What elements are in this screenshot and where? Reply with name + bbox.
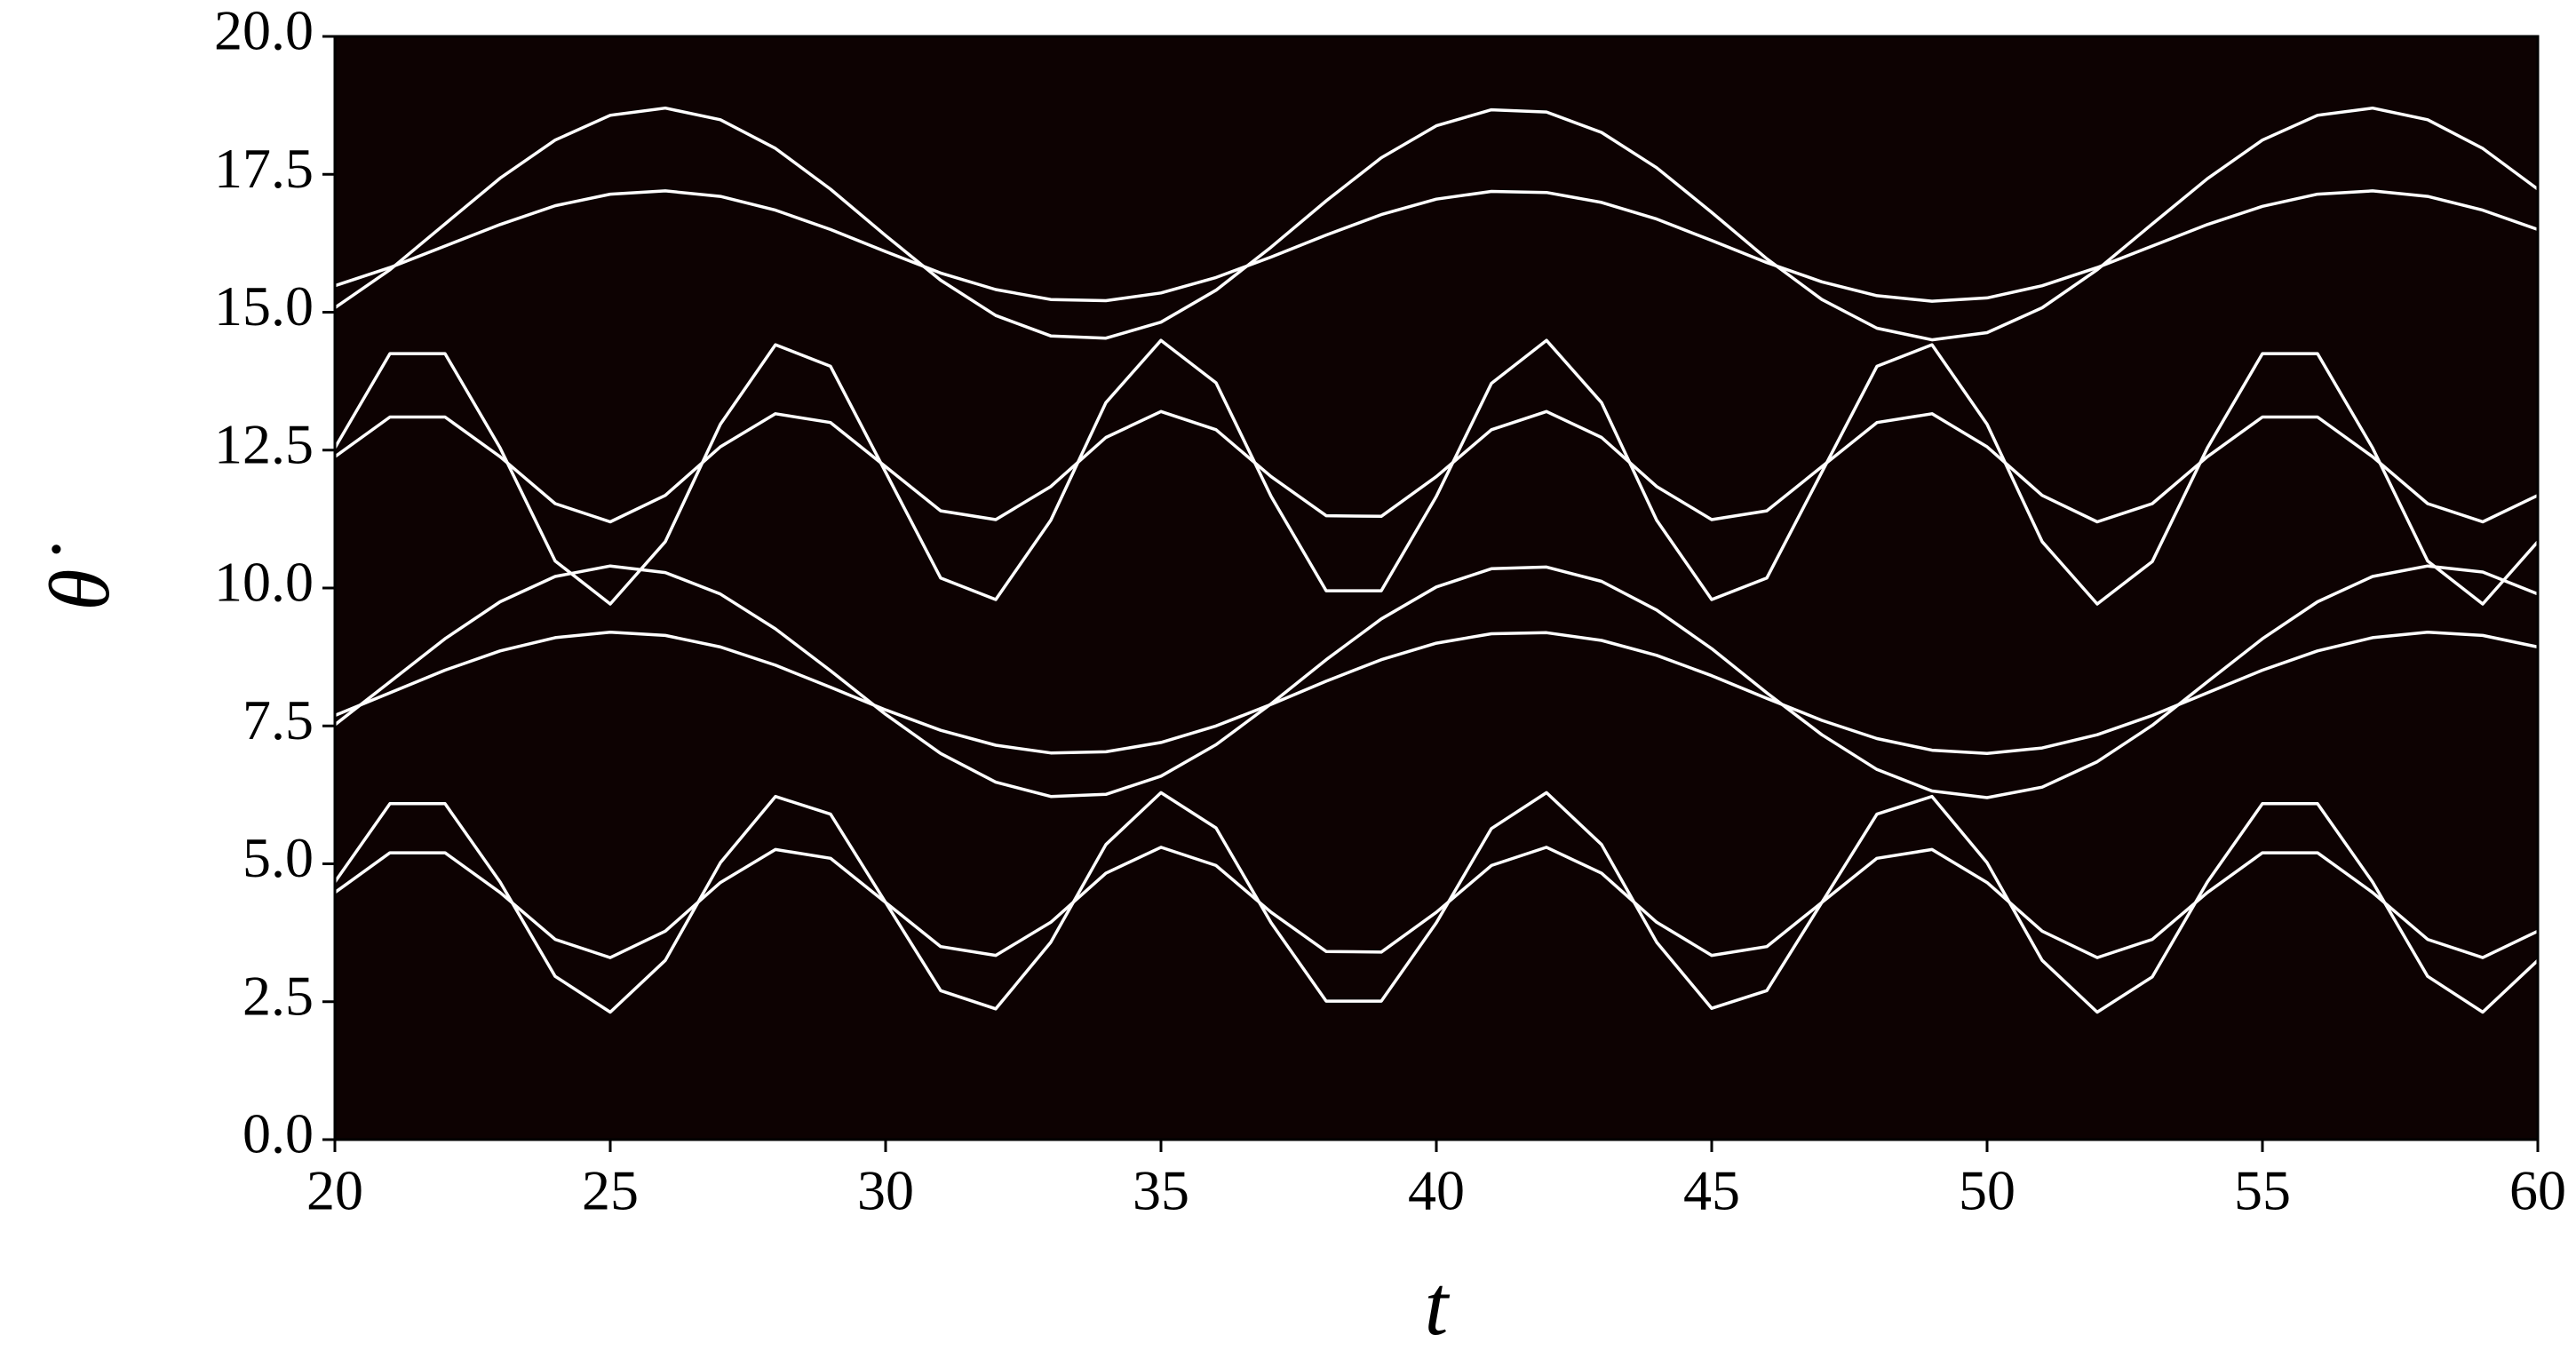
y-tick-label: 2.5 [242, 964, 314, 1027]
x-tick-label: 30 [857, 1159, 914, 1222]
y-tick-label: 0.0 [242, 1102, 314, 1165]
x-tick-label: 55 [2234, 1159, 2291, 1222]
x-tick-label: 50 [1959, 1159, 2015, 1222]
y-tick-label: 17.5 [214, 137, 314, 200]
series-line [334, 630, 2539, 756]
y-tick-label: 20.0 [214, 0, 314, 62]
y-tick-label: 5.0 [242, 826, 314, 889]
x-axis-label: t [1425, 1258, 1451, 1353]
lines [333, 106, 2540, 1014]
y-tick-label: 7.5 [242, 688, 314, 751]
series-line [333, 846, 2539, 959]
x-tick-label: 60 [2509, 1159, 2566, 1222]
series-line [333, 409, 2539, 524]
y-tick-label: 10.0 [214, 551, 314, 614]
x-tick-label: 25 [582, 1159, 639, 1222]
series-line [333, 564, 2539, 799]
x-tick-label: 20 [306, 1159, 363, 1222]
series-line [333, 791, 2540, 1014]
x-tick-label: 35 [1133, 1159, 1189, 1222]
series-line [334, 106, 2540, 342]
y-axis-label: θ̇ [32, 544, 127, 610]
series-line [334, 189, 2539, 303]
x-tick-label: 40 [1408, 1159, 1465, 1222]
y-tick-label: 15.0 [214, 274, 314, 338]
y-tick-label: 12.5 [214, 412, 314, 475]
x-tick-label: 45 [1683, 1159, 1740, 1222]
